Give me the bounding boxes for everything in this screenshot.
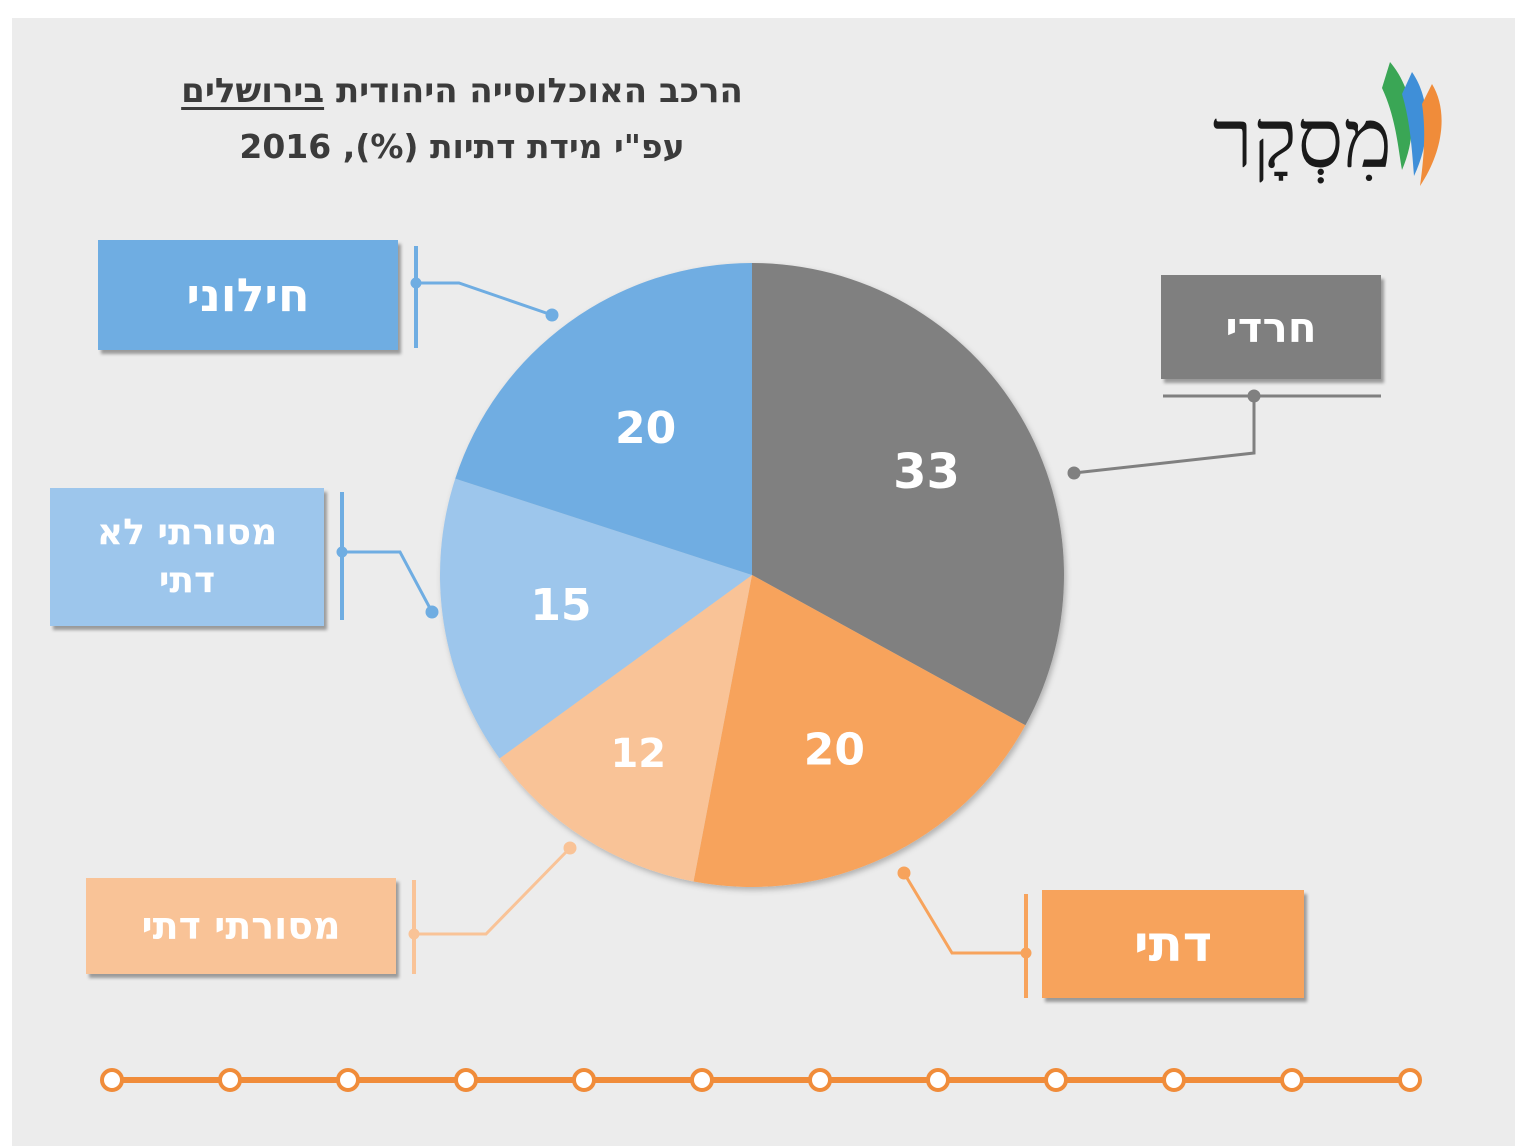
timeline-dot <box>1162 1068 1186 1092</box>
pie-slices <box>439 263 1064 887</box>
timeline-dot <box>100 1068 124 1092</box>
leader-masorti-lo-dati <box>336 492 439 620</box>
label-haredi: חרדי <box>1161 275 1381 379</box>
label-masorti-lo-dati-text: מסורתי לא דתי <box>96 512 278 601</box>
pie-slice <box>455 263 752 575</box>
logo-brush-icon <box>1382 62 1442 186</box>
leader-lines <box>336 246 1381 998</box>
pie-slice <box>499 575 752 882</box>
logo-text: מִסְקָר <box>1212 92 1392 187</box>
label-dati-text: דתי <box>1133 915 1213 973</box>
timeline-dot <box>690 1068 714 1092</box>
timeline-dot <box>336 1068 360 1092</box>
leader-haredi <box>1067 389 1381 480</box>
infographic-canvas: הרכב האוכלוסייה היהודית בירושלים עפ"י מי… <box>12 18 1515 1146</box>
label-masorti-lo-dati: מסורתי לא דתי <box>50 488 324 626</box>
pie-slice <box>693 575 1026 887</box>
pie-slice <box>439 478 752 759</box>
pie-chart: 33 20 12 15 20 <box>100 246 1422 1092</box>
pie-value-label: 20 <box>615 403 676 454</box>
title-line: הרכב האוכלוסייה היהודית בירושלים <box>132 63 792 119</box>
brand-logo: מִסְקָר <box>1152 58 1452 228</box>
timeline-dot <box>926 1068 950 1092</box>
timeline-decoration <box>100 1068 1422 1092</box>
label-masorti-dati: מסורתי דתי <box>86 878 396 974</box>
pie-value-label: 33 <box>893 444 960 500</box>
timeline-dot <box>1280 1068 1304 1092</box>
timeline-dot <box>572 1068 596 1092</box>
pie-value-labels: 33 20 12 15 20 <box>530 403 960 777</box>
timeline-dot <box>218 1068 242 1092</box>
leader-dati <box>897 866 1032 998</box>
timeline-dot <box>1044 1068 1068 1092</box>
label-haredi-text: חרדי <box>1225 302 1317 352</box>
pie-value-label: 20 <box>804 725 865 776</box>
timeline-dot <box>1398 1068 1422 1092</box>
label-hiloni-text: חילוני <box>186 268 310 322</box>
label-dati: דתי <box>1042 890 1304 998</box>
timeline-dot <box>808 1068 832 1092</box>
timeline-dot <box>454 1068 478 1092</box>
pie-value-label: 12 <box>610 731 666 777</box>
label-masorti-dati-text: מסורתי דתי <box>141 904 341 948</box>
chart-subtitle: עפ"י מידת דתיות (%), 2016 <box>239 127 685 166</box>
pie-slice <box>752 263 1064 726</box>
chart-title: הרכב האוכלוסייה היהודית בירושלים עפ"י מי… <box>132 63 792 175</box>
label-hiloni: חילוני <box>98 240 398 350</box>
leader-hiloni <box>410 246 559 348</box>
leader-masorti-dati <box>408 841 577 974</box>
pie-value-label: 15 <box>530 580 591 631</box>
title-place: בירושלים <box>181 71 325 111</box>
title-prefix: הרכב האוכלוסייה היהודית <box>335 71 743 111</box>
